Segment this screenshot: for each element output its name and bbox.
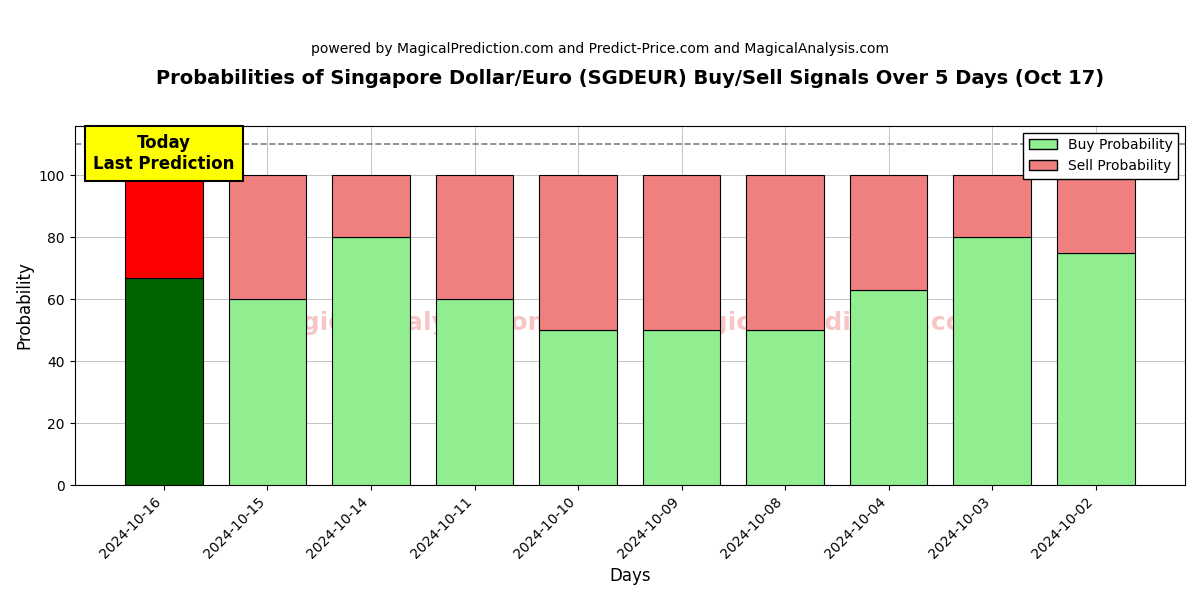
Bar: [953, 237, 1031, 485]
Text: powered by MagicalPrediction.com and Predict-Price.com and MagicalAnalysis.com: powered by MagicalPrediction.com and Pre…: [311, 42, 889, 56]
Bar: [436, 175, 514, 299]
Bar: [539, 175, 617, 330]
Bar: [229, 175, 306, 299]
Text: MagicalAnalysis.com: MagicalAnalysis.com: [260, 311, 554, 335]
Bar: [332, 175, 410, 237]
Legend: Buy Probability, Sell Probability: Buy Probability, Sell Probability: [1024, 133, 1178, 179]
Bar: [125, 175, 203, 278]
Bar: [746, 175, 824, 330]
Bar: [1057, 175, 1134, 253]
Bar: [746, 330, 824, 485]
Text: MagicalPrediction.com: MagicalPrediction.com: [670, 311, 990, 335]
Bar: [850, 290, 928, 485]
Bar: [229, 299, 306, 485]
Bar: [332, 237, 410, 485]
Title: Probabilities of Singapore Dollar/Euro (SGDEUR) Buy/Sell Signals Over 5 Days (Oc: Probabilities of Singapore Dollar/Euro (…: [156, 69, 1104, 88]
X-axis label: Days: Days: [610, 567, 650, 585]
Text: Today
Last Prediction: Today Last Prediction: [94, 134, 235, 173]
Bar: [850, 175, 928, 290]
Bar: [643, 330, 720, 485]
Y-axis label: Probability: Probability: [16, 262, 34, 349]
Bar: [125, 278, 203, 485]
Bar: [953, 175, 1031, 237]
Bar: [539, 330, 617, 485]
Bar: [436, 299, 514, 485]
Bar: [1057, 253, 1134, 485]
Bar: [643, 175, 720, 330]
